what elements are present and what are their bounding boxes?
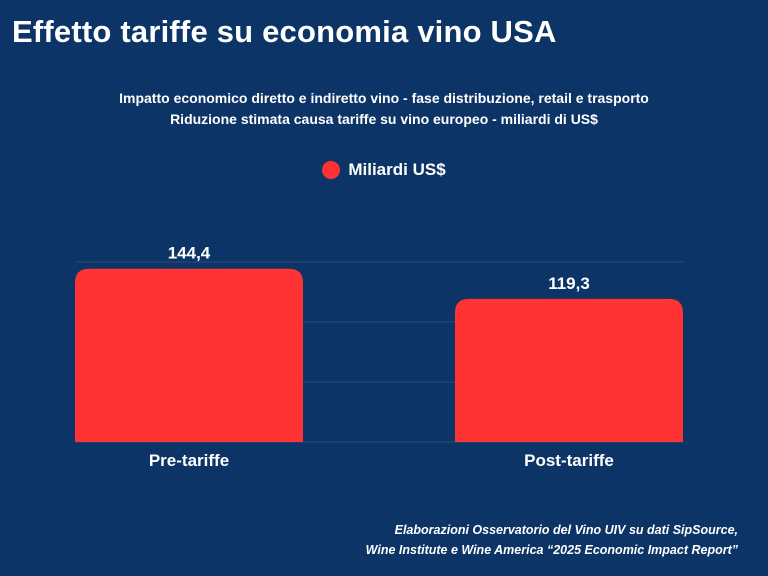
chart-title: Effetto tariffe su economia vino USA [12,14,557,49]
data-label: 144,4 [168,244,211,263]
x-tick-labels: Pre-tariffe Post-tariffe [149,451,614,470]
x-tick-label: Pre-tariffe [149,451,229,470]
chart-legend: Miliardi US$ [0,160,768,180]
bar-pre-tariffe [75,268,303,442]
chart-subtitle-line-1: Impatto economico diretto e indiretto vi… [119,90,649,106]
bar-post-tariffe [455,298,683,442]
source-note: Elaborazioni Osservatorio del Vino UIV s… [366,520,738,560]
chart-subtitle-line-2: Riduzione stimata causa tariffe su vino … [170,111,598,127]
data-labels: 144,4 119,3 [168,244,590,293]
source-line-1: Elaborazioni Osservatorio del Vino UIV s… [394,523,738,537]
legend-label: Miliardi US$ [348,160,446,179]
legend-swatch [322,161,341,179]
source-line-2: Wine Institute e Wine America “2025 Econ… [365,543,738,557]
bars [75,268,683,442]
data-label: 119,3 [548,274,590,293]
x-tick-label: Post-tariffe [524,451,614,470]
